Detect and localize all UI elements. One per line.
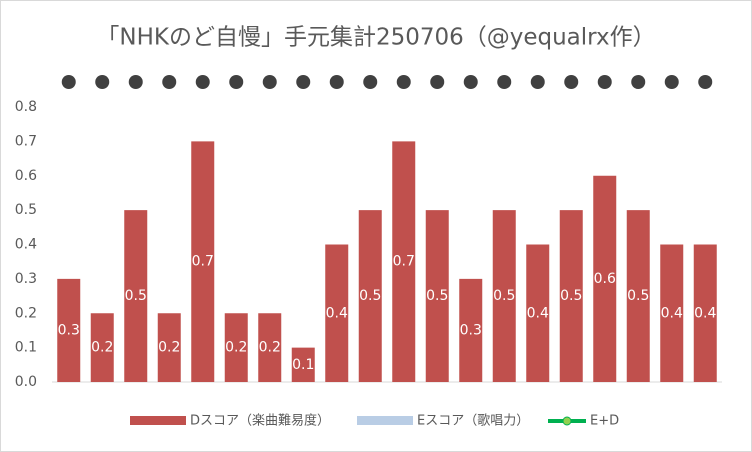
data-label: 0.4	[694, 305, 716, 321]
dot-marker	[597, 75, 612, 89]
bar	[191, 141, 215, 382]
data-label: 0.5	[426, 288, 448, 304]
dot-marker	[128, 75, 143, 89]
bar	[593, 175, 617, 382]
bar	[291, 347, 315, 382]
legend-swatch	[130, 416, 186, 425]
dot-marker	[229, 75, 244, 89]
legend-label: E+D	[590, 414, 619, 429]
y-tick-label: 0.1	[15, 340, 37, 356]
bar	[358, 210, 382, 382]
bar	[57, 278, 81, 382]
legend-label: Dスコア（楽曲難易度）	[190, 413, 330, 429]
data-label: 0.2	[158, 340, 180, 356]
y-tick-label: 0.5	[15, 202, 37, 218]
legend-label: Eスコア（歌唱力）	[417, 414, 529, 429]
data-label: 0.3	[58, 322, 80, 338]
bar	[526, 244, 550, 382]
dot-marker	[95, 75, 110, 89]
bar	[693, 244, 717, 382]
dot-marker	[631, 75, 646, 89]
dot-marker	[564, 75, 579, 89]
bar	[425, 210, 449, 382]
bar	[224, 313, 248, 382]
legend-marker	[562, 416, 572, 426]
dot-marker	[61, 75, 76, 89]
dot-marker	[296, 75, 311, 89]
data-label: 0.4	[661, 305, 683, 321]
y-tick-label: 0.4	[15, 237, 37, 253]
data-label: 0.5	[359, 288, 381, 304]
y-tick-label: 0.8	[15, 99, 37, 115]
dot-marker	[430, 75, 445, 89]
data-label: 0.5	[627, 288, 649, 304]
y-tick-label: 0.2	[15, 305, 37, 321]
bar	[492, 210, 516, 382]
y-tick-label: 0.3	[15, 271, 37, 287]
data-label: 0.2	[91, 340, 113, 356]
chart-title: 「NHKのど自慢」手元集計250706（@yequalrx作）	[96, 25, 655, 51]
y-tick-label: 0.6	[15, 168, 37, 184]
y-tick-label: 0.7	[15, 133, 37, 149]
legend-swatch	[357, 416, 413, 425]
bar	[124, 210, 148, 382]
data-label: 0.5	[493, 288, 515, 304]
data-label: 0.4	[326, 305, 348, 321]
dot-marker	[396, 75, 411, 89]
dot-marker	[698, 75, 713, 89]
data-label: 0.4	[527, 305, 549, 321]
y-tick-label: 0.0	[15, 374, 37, 390]
bar	[626, 210, 650, 382]
data-label: 0.1	[292, 357, 314, 373]
dot-marker	[329, 75, 344, 89]
dot-marker	[497, 75, 512, 89]
dot-marker	[530, 75, 545, 89]
data-label: 0.2	[259, 340, 281, 356]
bar	[157, 313, 181, 382]
data-label: 0.6	[594, 271, 616, 287]
dot-marker	[162, 75, 177, 89]
data-label: 0.3	[460, 322, 482, 338]
data-label: 0.5	[125, 288, 147, 304]
dot-marker	[463, 75, 478, 89]
dot-marker	[195, 75, 210, 89]
bar	[660, 244, 684, 382]
data-label: 0.7	[393, 254, 415, 270]
dot-marker	[363, 75, 378, 89]
data-label: 0.5	[560, 288, 582, 304]
dot-marker	[664, 75, 679, 89]
bar	[90, 313, 114, 382]
bar	[258, 313, 282, 382]
bar	[392, 141, 416, 382]
data-label: 0.2	[225, 340, 247, 356]
dot-marker	[262, 75, 277, 89]
data-label: 0.7	[192, 254, 214, 270]
bar	[559, 210, 583, 382]
bar	[325, 244, 349, 382]
bar	[459, 278, 483, 382]
